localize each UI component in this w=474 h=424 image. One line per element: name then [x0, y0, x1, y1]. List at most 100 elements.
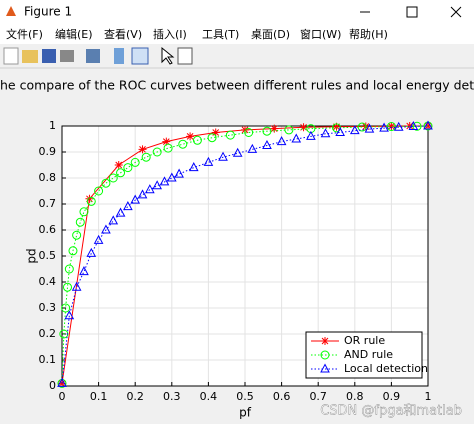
tool-print[interactable]: [60, 50, 74, 62]
circle-marker: [152, 147, 162, 157]
x-tick-label: 0.5: [236, 390, 254, 403]
chart-title: he compare of the ROC curves between dif…: [0, 78, 474, 93]
tool-legend[interactable]: [131, 47, 149, 65]
close-button[interactable]: [450, 6, 462, 18]
star-marker: [332, 122, 341, 131]
triangle-marker: [145, 184, 155, 194]
star-marker: [114, 161, 123, 169]
y-tick-label: 0.6: [39, 223, 57, 236]
menu-item[interactable]: 桌面(D): [251, 28, 290, 41]
y-tick-label: 0.7: [39, 197, 57, 210]
triangle-marker: [335, 126, 345, 136]
y-tick-label: 0.5: [39, 249, 57, 262]
tool-pointer[interactable]: [161, 46, 175, 65]
star-marker: [387, 122, 396, 131]
circle-marker: [225, 130, 235, 140]
legend-label: AND rule: [344, 348, 393, 361]
tool-property[interactable]: [177, 47, 193, 65]
circle-marker: [284, 125, 294, 135]
menu-item[interactable]: 窗口(W): [300, 27, 341, 41]
x-tick-label: 0.2: [126, 390, 144, 403]
triangle-marker: [393, 121, 404, 131]
tool-save[interactable]: [42, 49, 56, 63]
circle-marker: [86, 196, 96, 206]
app-icon: [6, 6, 16, 16]
legend-label: Local detection: [344, 362, 428, 375]
triangle-marker: [379, 122, 389, 132]
x-tick-label: 0.8: [346, 390, 364, 403]
triangle-marker: [71, 281, 82, 291]
triangle-marker: [174, 168, 184, 178]
x-tick-label: 0.3: [163, 390, 181, 403]
triangle-marker: [166, 172, 177, 182]
triangle-marker: [123, 201, 133, 211]
toolbar: [3, 46, 193, 65]
circle-marker: [130, 157, 140, 167]
x-tick-label: 0.7: [309, 390, 327, 403]
triangle-marker: [218, 151, 228, 161]
y-tick-label: 0.3: [39, 301, 57, 314]
triangle-marker: [137, 189, 148, 199]
tool-new[interactable]: [3, 47, 19, 65]
menu-item[interactable]: 插入(I): [153, 27, 187, 41]
y-axis-label: pd: [25, 248, 39, 263]
triangle-marker: [188, 162, 199, 172]
x-tick-label: 1: [425, 390, 432, 403]
circle-marker: [386, 122, 396, 132]
triangle-marker: [306, 130, 316, 140]
triangle-marker: [262, 139, 272, 149]
triangle-marker: [57, 377, 67, 387]
circle-marker: [357, 122, 367, 132]
legend-marker: [321, 337, 329, 345]
y-tick-label: 0.8: [39, 171, 57, 184]
triangle-marker: [203, 156, 214, 166]
menu-item[interactable]: 帮助(H): [349, 27, 388, 41]
star-marker: [186, 132, 195, 141]
watermark: CSDN @fpga和matlab: [320, 404, 462, 419]
triangle-marker: [320, 128, 331, 138]
x-tick-label: 0.6: [273, 390, 291, 403]
triangle-marker: [291, 133, 302, 143]
star-marker: [138, 145, 147, 154]
star-marker: [211, 128, 220, 137]
legend-marker: [320, 363, 330, 373]
triangle-marker: [364, 123, 375, 133]
circle-marker: [244, 128, 254, 137]
circle-marker: [72, 230, 82, 240]
circle-marker: [123, 163, 133, 173]
maximize-button[interactable]: [406, 6, 418, 18]
triangle-marker: [93, 234, 104, 244]
y-tick-label: 0.1: [39, 353, 57, 366]
x-axis-label: pf: [239, 406, 252, 420]
triangle-marker: [232, 147, 243, 157]
tool-link[interactable]: [86, 49, 100, 63]
x-tick-label: 0: [59, 390, 66, 403]
menu-bar: [0, 24, 474, 44]
star-marker: [162, 137, 171, 146]
legend-marker: [320, 350, 330, 360]
triangle-marker: [108, 215, 119, 225]
triangle-marker: [247, 143, 258, 153]
circle-marker: [68, 246, 78, 256]
legend-label: OR rule: [344, 334, 385, 347]
triangle-marker: [130, 194, 141, 204]
circle-marker: [192, 135, 202, 145]
y-tick-label: 0.4: [39, 275, 57, 288]
circle-marker: [116, 168, 126, 178]
triangle-marker: [276, 136, 287, 146]
x-tick-label: 0.9: [383, 390, 401, 403]
circle-marker: [108, 173, 118, 183]
menu-item[interactable]: 工具(T): [202, 28, 239, 41]
menu-item[interactable]: 编辑(E): [55, 27, 93, 41]
menu-item[interactable]: 文件(F): [6, 27, 43, 41]
tool-open[interactable]: [22, 50, 38, 63]
circle-marker: [75, 217, 85, 227]
tool-colorbar[interactable]: [114, 48, 124, 64]
menu-item[interactable]: 查看(V): [104, 27, 142, 41]
triangle-marker: [423, 120, 433, 130]
title-bar: [0, 0, 474, 24]
circle-marker: [79, 207, 89, 217]
x-tick-label: 0.4: [200, 390, 218, 403]
circle-marker: [207, 133, 217, 143]
